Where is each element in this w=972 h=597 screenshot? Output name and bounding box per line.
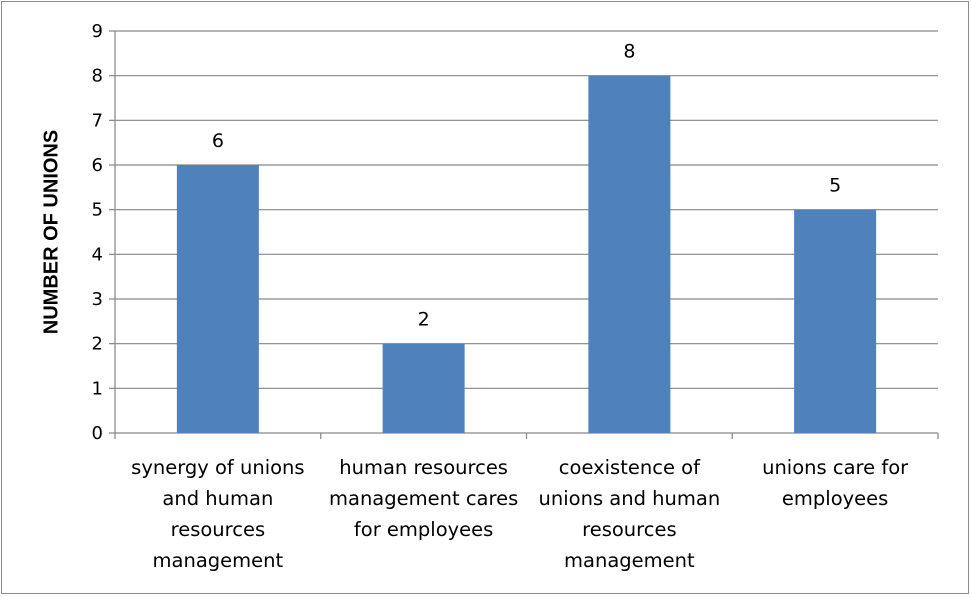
y-tick-label: 4 <box>92 244 103 265</box>
x-category-label-4: unions care for employees <box>732 452 938 514</box>
y-tick-label: 7 <box>92 110 103 131</box>
x-category-label-line: management <box>564 549 695 572</box>
x-category-label-line: employees <box>781 487 889 510</box>
y-tick-label: 0 <box>92 423 103 444</box>
y-tick-label: 6 <box>92 155 103 176</box>
y-tick-label: 5 <box>92 200 103 221</box>
x-category-label-line: and human <box>162 487 274 510</box>
x-category-label-line: for employees <box>353 518 494 541</box>
y-tick-label: 2 <box>92 334 103 355</box>
x-category-label-line: human resources <box>339 456 508 479</box>
data-label-1: 6 <box>212 130 224 152</box>
x-category-label-line: management <box>152 549 284 572</box>
x-category-label-line: management cares <box>329 487 519 510</box>
y-tick-label: 9 <box>92 21 103 42</box>
x-category-label-line: resources <box>170 518 266 541</box>
x-category-label-2: human resources management cares for emplo… <box>321 452 527 545</box>
bar-2 <box>382 343 465 433</box>
x-category-label-line: unions care for <box>762 456 909 479</box>
bar-3 <box>588 75 671 434</box>
x-category-label-line: unions and human <box>538 487 721 510</box>
bar-4 <box>794 209 877 433</box>
y-tick-label: 3 <box>92 289 103 310</box>
data-label-2: 2 <box>418 309 430 331</box>
data-label-3: 8 <box>623 41 635 63</box>
y-tick-label: 1 <box>92 378 103 399</box>
data-label-4: 5 <box>829 175 841 197</box>
x-category-label-1: synergy of unions and human resources manag… <box>115 452 321 576</box>
x-category-label-line: resources <box>582 518 677 541</box>
x-category-label-line: coexistence of <box>558 456 700 479</box>
y-axis-label: NUMBER OF UNIONS <box>40 129 63 335</box>
bar-1 <box>176 165 259 433</box>
y-tick-label: 8 <box>92 66 103 87</box>
x-category-label-line: synergy of unions <box>131 456 305 479</box>
x-category-label-3: coexistence of unions and human resources m… <box>526 452 732 576</box>
